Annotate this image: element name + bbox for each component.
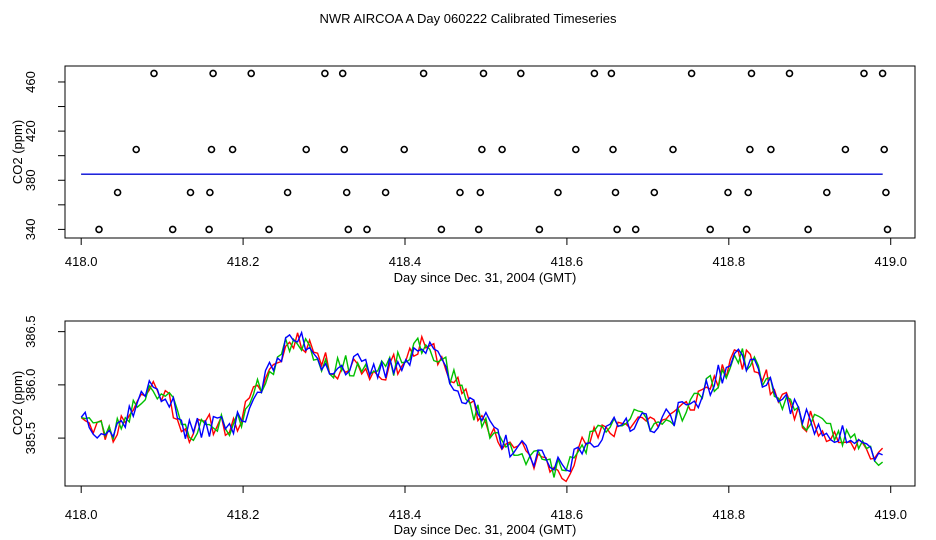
data-point — [478, 145, 486, 154]
data-point — [744, 188, 753, 197]
data-point — [724, 188, 732, 197]
x-axis: 418.0 418.2 418.4 418.6 418.8 419.0 — [65, 486, 907, 522]
plot-frame — [64, 320, 916, 487]
data-point — [535, 225, 544, 234]
data-point — [113, 188, 122, 197]
data-point — [207, 145, 216, 154]
x-tick-label: 418.0 — [65, 507, 98, 522]
data-point — [822, 188, 831, 197]
data-point — [785, 69, 794, 78]
series-line — [81, 336, 884, 478]
y-tick-label: 460 — [23, 71, 38, 93]
data-point — [344, 225, 353, 234]
x-tick-label: 418.8 — [713, 254, 746, 269]
data-point — [476, 188, 485, 197]
data-point — [613, 225, 621, 234]
x-tick-label: 418.4 — [389, 507, 422, 522]
data-point — [228, 145, 237, 154]
y-tick-label: 380 — [23, 169, 38, 191]
y-tick-label: 386.5 — [23, 315, 38, 348]
data-point — [437, 225, 446, 234]
data-point — [607, 69, 616, 78]
data-point — [474, 225, 483, 234]
y-axis-title: CO2 (ppm) — [10, 120, 25, 184]
x-tick-label: 418.2 — [227, 507, 260, 522]
data-point — [321, 69, 329, 78]
data-point — [804, 225, 812, 234]
data-point — [302, 145, 311, 154]
plot-frame — [64, 65, 916, 239]
data-point — [878, 69, 887, 78]
data-point — [554, 188, 562, 197]
y-tick-label: 386.0 — [23, 369, 38, 402]
data-point — [342, 188, 351, 197]
y-tick-label: 385.5 — [23, 422, 38, 455]
x-tick-label: 418.6 — [551, 254, 584, 269]
data-point — [687, 69, 696, 78]
series-line — [80, 332, 884, 483]
data-point — [340, 145, 349, 154]
data-point — [860, 69, 868, 78]
x-tick-label: 419.0 — [874, 507, 907, 522]
data-point — [205, 225, 213, 234]
data-point — [363, 225, 371, 234]
x-tick-label: 418.2 — [227, 254, 260, 269]
x-tick-label: 418.0 — [65, 254, 98, 269]
series-line — [80, 330, 883, 473]
data-point — [571, 145, 580, 154]
line-series — [80, 330, 884, 483]
data-point — [95, 225, 103, 234]
data-point — [516, 69, 525, 78]
y-axis: 385.5 386.0 386.5 — [23, 315, 65, 454]
data-point — [283, 188, 292, 197]
data-point — [746, 145, 754, 154]
x-axis-title: Day since Dec. 31, 2004 (GMT) — [394, 522, 577, 537]
data-point — [456, 188, 464, 197]
y-axis: 340 380 420 460 — [23, 71, 65, 240]
data-point — [590, 69, 599, 78]
data-point — [883, 225, 892, 234]
data-point — [650, 188, 659, 197]
data-point — [609, 145, 617, 154]
data-point — [150, 69, 158, 78]
data-point — [338, 69, 347, 78]
figure-title: NWR AIRCOA A Day 060222 Calibrated Times… — [320, 11, 617, 26]
data-point — [880, 145, 889, 154]
x-axis: 418.0 418.2 418.4 418.6 418.8 419.0 — [65, 238, 907, 269]
data-point — [381, 188, 390, 197]
point-series — [95, 69, 892, 234]
data-point — [209, 69, 217, 78]
y-axis-title: CO2 (ppm) — [10, 371, 25, 435]
data-point — [747, 69, 756, 78]
data-point — [631, 225, 640, 234]
x-tick-label: 419.0 — [874, 254, 907, 269]
data-point — [206, 188, 214, 197]
data-point — [265, 225, 273, 234]
data-point — [767, 145, 775, 154]
data-point — [132, 145, 140, 154]
data-point — [498, 145, 506, 154]
data-point — [669, 145, 677, 154]
x-tick-label: 418.8 — [713, 507, 746, 522]
data-point — [168, 225, 177, 234]
data-point — [611, 188, 620, 197]
data-point — [742, 225, 751, 234]
data-point — [186, 188, 195, 197]
data-point — [479, 69, 488, 78]
y-tick-label: 420 — [23, 120, 38, 142]
data-point — [841, 145, 850, 154]
x-tick-label: 418.6 — [551, 507, 584, 522]
y-tick-label: 340 — [23, 219, 38, 241]
x-axis-title: Day since Dec. 31, 2004 (GMT) — [394, 270, 577, 285]
x-tick-label: 418.4 — [389, 254, 422, 269]
data-point — [882, 188, 890, 197]
data-point — [400, 145, 409, 154]
data-point — [247, 69, 255, 78]
data-point — [706, 225, 715, 234]
data-point — [419, 69, 428, 78]
